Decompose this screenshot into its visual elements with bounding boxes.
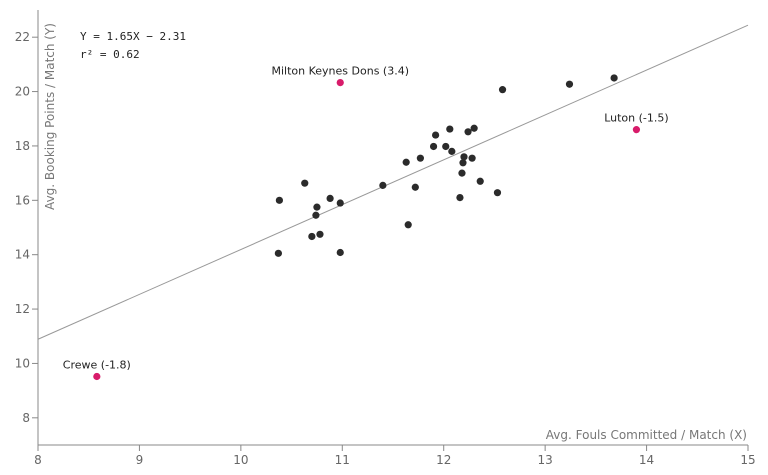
data-point (456, 193, 464, 202)
highlight-annotation: Crewe (-1.8) (63, 358, 131, 371)
x-axis-label: Avg. Fouls Committed / Match (X) (546, 428, 747, 442)
highlighted-points: Milton Keynes Dons (3.4) Luton (-1.5) Crew… (63, 65, 669, 381)
x-tick-label: 13 (538, 453, 553, 467)
data-point (476, 177, 484, 185)
data-point (459, 159, 467, 167)
y-tick-label: 14 (15, 248, 30, 262)
x-tick-label: 9 (136, 453, 144, 467)
y-tick-label: 12 (15, 302, 30, 316)
y-tick-label: 16 (15, 193, 30, 207)
data-point (308, 232, 316, 241)
highlight-annotation: Milton Keynes Dons (3.4) (272, 65, 410, 78)
data-point (379, 181, 387, 189)
data-point (404, 221, 412, 229)
y-axis-label: Avg. Booking Points / Match (Y) (43, 23, 57, 210)
regression-equation: Y = 1.65X − 2.31 (80, 30, 186, 43)
data-point (448, 147, 456, 155)
data-point (326, 194, 334, 203)
x-tick-label: 8 (34, 453, 42, 467)
x-tick-label: 11 (335, 453, 350, 467)
highlight-annotation: Luton (-1.5) (604, 112, 668, 125)
y-tick-label: 22 (15, 30, 30, 44)
plot-area: 8 9 10 11 12 13 14 15 8 10 12 14 16 18 20 22 Milton Ke… (15, 10, 756, 467)
data-point (468, 154, 476, 162)
y-tick-label: 10 (15, 356, 30, 370)
x-tick-label: 10 (233, 453, 248, 467)
data-point (313, 203, 321, 211)
data-point (336, 248, 344, 257)
x-tick-label: 15 (740, 453, 755, 467)
data-point (416, 154, 424, 162)
data-point (498, 86, 507, 94)
data-point (493, 189, 502, 197)
data-point (470, 124, 478, 132)
x-tick-label: 12 (436, 453, 451, 467)
r-squared-label: r² = 0.62 (80, 48, 140, 61)
y-tick-label: 18 (15, 139, 30, 153)
data-point (312, 211, 320, 219)
data-point (446, 125, 454, 133)
data-points (274, 74, 618, 257)
data-point (316, 230, 324, 238)
regression-line (37, 24, 749, 340)
highlighted-point (93, 372, 101, 381)
data-point (429, 142, 438, 151)
data-point (458, 169, 466, 177)
data-point (442, 142, 450, 151)
data-point (460, 153, 468, 161)
data-point (610, 74, 618, 82)
data-point (402, 158, 410, 166)
data-point (275, 196, 283, 204)
data-point (336, 199, 344, 207)
x-axis-ticks: 8 9 10 11 12 13 14 15 (34, 445, 756, 467)
y-tick-label: 8 (22, 411, 30, 425)
data-point (432, 131, 440, 139)
data-point (301, 179, 309, 187)
highlighted-point (336, 78, 344, 87)
y-axis-ticks: 8 10 12 14 16 18 20 22 (15, 30, 38, 425)
data-point (464, 128, 472, 136)
data-point (565, 80, 574, 88)
highlighted-point (632, 126, 641, 134)
y-tick-label: 20 (15, 85, 30, 99)
x-tick-label: 14 (639, 453, 654, 467)
data-point (411, 183, 419, 191)
data-point (274, 249, 282, 257)
